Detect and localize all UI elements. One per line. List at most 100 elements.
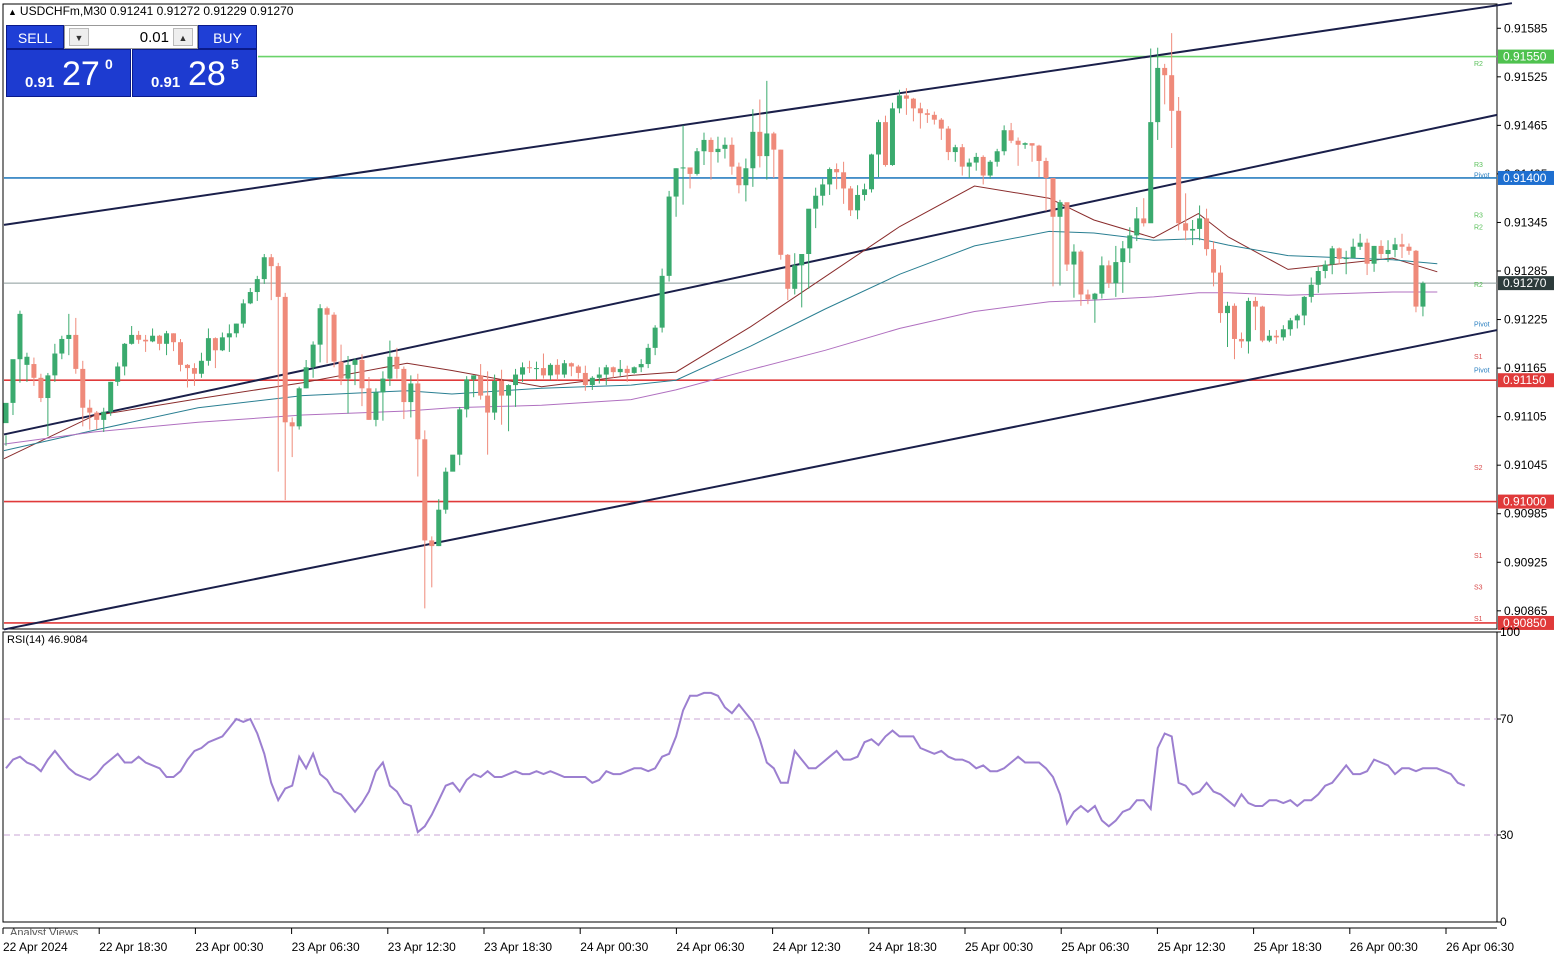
candle-body [52,353,58,376]
candle-body [1225,305,1230,314]
ask-price-button[interactable]: 0.91 28 5 [132,49,257,97]
candle-body [1378,245,1384,255]
candle [101,407,107,433]
candle-body [101,411,107,420]
pivot-tag: S1 [1474,616,1483,623]
candle-body [1204,218,1210,250]
bid-price-fraction: 0 [105,56,113,72]
candle [1350,238,1356,259]
candle-body [1141,218,1147,224]
one-click-trading-panel: SELL ▼ ▲ BUY 0.91 27 0 0.91 28 5 [6,25,257,97]
candle [729,137,735,175]
candle-body [1092,293,1098,300]
candle-body [1392,244,1398,250]
candle-body [973,156,979,163]
candle [1225,301,1230,348]
candle-body [73,334,79,369]
candle [973,152,979,171]
pivot-tag: Pivot [1474,368,1490,375]
candle [429,536,435,588]
ask-price-main: 28 [188,55,226,93]
candle [1211,241,1217,287]
candle [338,344,344,386]
candle [778,149,784,260]
candle [903,88,909,115]
candle-body [568,363,574,367]
candle-body [387,356,393,379]
lot-decrease-icon[interactable]: ▼ [69,28,89,46]
candle [582,365,588,391]
candle [1308,277,1314,303]
candle-body [31,364,37,378]
candle-body [164,333,170,344]
candle-body [485,395,491,413]
candle-body [1211,249,1217,273]
candle [1252,296,1258,331]
candle-body [617,368,623,373]
candle-body [1022,143,1028,145]
candle-body [1343,258,1349,260]
candle [848,186,854,216]
candle [1315,266,1321,293]
candle [191,363,197,386]
bid-price-button[interactable]: 0.91 27 0 [6,49,131,97]
candle-body [966,162,972,167]
candle-body [792,265,798,289]
candle [59,335,65,360]
candle-body [450,454,456,472]
candle-body [296,388,302,427]
candle [889,102,895,166]
time-tick-label: 24 Apr 00:30 [580,940,648,954]
candle [254,275,260,301]
candle-body [1183,223,1189,231]
candle [359,354,365,407]
candle [1385,240,1391,263]
candle-body [1231,305,1237,339]
candle-body [882,122,888,166]
candle [317,304,323,363]
candle-body [1029,143,1035,146]
candle-body [980,156,986,176]
price-tick-label: 0.91105 [1504,410,1547,424]
rsi-tick-label: 100 [1500,625,1520,639]
candle-body [645,347,651,365]
candle [3,402,9,446]
candle [66,313,72,356]
candle-body [143,339,149,342]
pivot-tag: S1 [1474,354,1483,361]
candle-body [533,368,539,370]
candle [1127,227,1133,263]
price-tick-label: 0.90865 [1504,604,1548,618]
candle-body [150,335,156,342]
candle-body [219,337,225,351]
candle [415,373,421,477]
candle [994,148,1000,167]
rsi-line [5,691,1466,834]
candle [513,368,519,407]
candle [1190,220,1196,246]
candle-body [1399,244,1405,247]
candle [743,158,749,202]
candle-body [1162,67,1168,76]
level-price-box [1498,615,1554,630]
candle-body [359,360,365,389]
candle [540,353,546,379]
collapse-triangle-icon[interactable]: ▲ [8,7,17,17]
buy-button[interactable]: BUY [198,25,257,49]
candle [1050,177,1056,287]
candle [638,359,644,373]
time-tick-label: 23 Apr 12:30 [388,940,456,954]
candle-body [743,168,749,186]
sell-button[interactable]: SELL [6,25,64,49]
candle [1406,243,1412,255]
candle [1001,125,1007,156]
candle [506,384,512,432]
candle [1364,238,1370,276]
pivot-tag: Pivot [1474,173,1490,180]
candle-body [1197,218,1203,229]
candle [178,338,183,372]
candle-body [799,254,805,266]
candle [143,334,149,352]
lot-size-input[interactable] [93,29,169,45]
lot-increase-icon[interactable]: ▲ [173,28,193,46]
